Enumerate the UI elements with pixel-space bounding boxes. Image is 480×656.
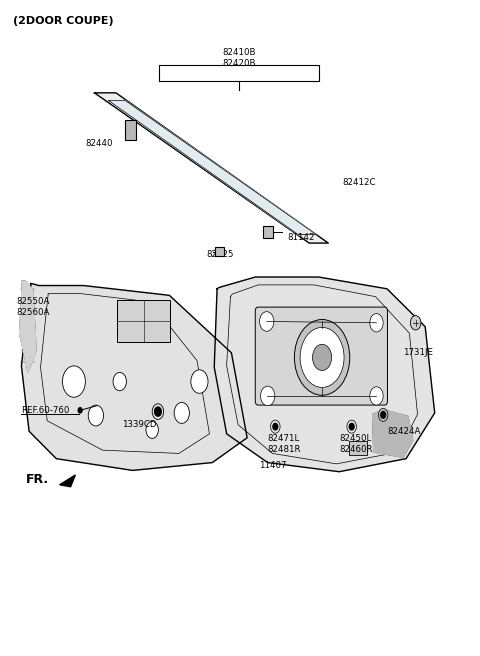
Text: 81142: 81142 xyxy=(288,234,315,242)
Circle shape xyxy=(294,319,350,396)
Text: 82425: 82425 xyxy=(206,251,234,259)
Text: 82412C: 82412C xyxy=(343,178,376,188)
Circle shape xyxy=(381,411,385,418)
Circle shape xyxy=(370,387,383,405)
Circle shape xyxy=(312,344,332,371)
Circle shape xyxy=(370,314,383,332)
FancyBboxPatch shape xyxy=(255,307,387,405)
Polygon shape xyxy=(60,475,75,487)
Circle shape xyxy=(174,403,190,423)
FancyBboxPatch shape xyxy=(117,300,170,342)
FancyBboxPatch shape xyxy=(215,247,224,256)
Circle shape xyxy=(273,423,278,430)
Circle shape xyxy=(410,316,421,330)
Circle shape xyxy=(62,366,85,398)
Circle shape xyxy=(191,370,208,394)
Polygon shape xyxy=(95,93,328,243)
Text: REF.60-760: REF.60-760 xyxy=(22,406,70,415)
Circle shape xyxy=(146,421,158,438)
Circle shape xyxy=(261,386,275,405)
Text: 11407: 11407 xyxy=(259,461,286,470)
Circle shape xyxy=(349,423,354,430)
Text: (2DOOR COUPE): (2DOOR COUPE) xyxy=(13,16,114,26)
Polygon shape xyxy=(20,281,36,372)
Polygon shape xyxy=(109,100,316,235)
FancyBboxPatch shape xyxy=(263,226,274,238)
Text: 82410B
82420B: 82410B 82420B xyxy=(222,48,256,68)
Circle shape xyxy=(88,405,104,426)
Polygon shape xyxy=(214,277,435,472)
FancyBboxPatch shape xyxy=(124,120,136,140)
Text: 1731JE: 1731JE xyxy=(403,348,433,358)
Circle shape xyxy=(155,407,161,416)
Text: FR.: FR. xyxy=(26,473,49,486)
Polygon shape xyxy=(22,283,247,470)
FancyBboxPatch shape xyxy=(349,441,367,455)
Text: 82471L
82481R: 82471L 82481R xyxy=(268,434,301,455)
Circle shape xyxy=(78,407,82,413)
Text: 1339CD: 1339CD xyxy=(121,420,156,429)
Text: 82424A: 82424A xyxy=(387,426,420,436)
Circle shape xyxy=(113,373,126,391)
Circle shape xyxy=(260,312,274,331)
Text: 82440: 82440 xyxy=(85,139,112,148)
Circle shape xyxy=(300,327,344,388)
Text: 82550A
82560A: 82550A 82560A xyxy=(17,297,50,317)
Polygon shape xyxy=(372,409,413,457)
Text: 82450L
82460R: 82450L 82460R xyxy=(339,434,373,455)
